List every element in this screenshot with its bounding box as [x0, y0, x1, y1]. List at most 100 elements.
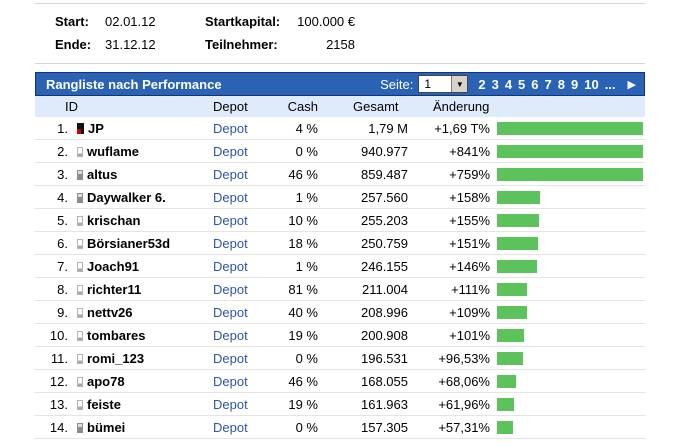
depot-link[interactable]: Depot: [213, 327, 248, 343]
aenderung-cell: +1,69 T%: [408, 117, 495, 140]
pager-page-link[interactable]: 10: [584, 76, 599, 92]
performance-bar: [497, 236, 538, 250]
pager-page-link[interactable]: 9: [570, 76, 579, 92]
ende-label: Ende:: [55, 37, 92, 52]
aenderung-cell: +155%: [408, 208, 495, 232]
aenderung-cell: +101%: [408, 323, 495, 347]
depot-link[interactable]: Depot: [213, 235, 248, 251]
pager-page-link[interactable]: 2: [478, 76, 486, 92]
depot-link[interactable]: Depot: [213, 396, 248, 412]
table-row: 13. feiste Depot 19 % 161.963 +61,96%: [35, 392, 645, 416]
next-page-arrow-icon[interactable]: ▶: [627, 78, 636, 91]
depot-link[interactable]: Depot: [213, 258, 248, 274]
user-id: apo78: [87, 373, 125, 389]
user-id: Börsianer53d: [87, 235, 171, 251]
info-row-start: Start: 02.01.12 Startkapital: 100.000 €: [35, 10, 645, 33]
user-id: feiste: [87, 396, 121, 412]
user-status-icon: [77, 192, 83, 203]
cash-cell: 46 %: [283, 162, 318, 186]
depot-link[interactable]: Depot: [213, 166, 248, 182]
depot-link[interactable]: Depot: [213, 304, 248, 320]
column-header-aenderung: Änderung: [408, 96, 495, 117]
cash-cell: 1 %: [283, 254, 318, 278]
rank-cell: 14.: [35, 415, 68, 439]
depot-link[interactable]: Depot: [213, 120, 248, 136]
depot-link[interactable]: Depot: [213, 373, 248, 389]
user-id: krischan: [87, 212, 141, 228]
column-header-bar: [495, 96, 645, 117]
gesamt-cell: 940.977: [318, 139, 408, 163]
rank-cell: 4.: [35, 185, 68, 209]
ranking-table-body: 1. JP Depot 4 % 1,79 M +1,69 T% 2. wufla…: [35, 117, 645, 439]
user-status-icon: [77, 399, 83, 410]
chevron-down-icon[interactable]: ▼: [451, 76, 468, 92]
performance-bar: [497, 259, 537, 273]
pager-page-link[interactable]: 3: [491, 76, 499, 92]
pager-page-link[interactable]: 7: [544, 76, 552, 92]
user-id: Daywalker 6.: [87, 189, 166, 205]
depot-link[interactable]: Depot: [213, 281, 248, 297]
user-status-icon: [77, 146, 83, 157]
depot-link[interactable]: Depot: [213, 212, 248, 228]
performance-bar: [497, 420, 513, 434]
cash-cell: 19 %: [283, 323, 318, 347]
pager-page-link[interactable]: 8: [557, 76, 565, 92]
column-header-gesamt: Gesamt: [318, 96, 408, 117]
pager-page-link[interactable]: 5: [518, 76, 526, 92]
performance-bar: [497, 397, 514, 411]
startkapital-label: Startkapital:: [205, 14, 281, 29]
performance-bar: [497, 305, 527, 319]
cash-cell: 81 %: [283, 277, 318, 301]
info-row-ende: Ende: 31.12.12 Teilnehmer: 2158: [35, 33, 645, 56]
aenderung-cell: +146%: [408, 254, 495, 278]
aenderung-cell: +151%: [408, 231, 495, 255]
depot-link[interactable]: Depot: [213, 143, 248, 159]
table-row: 11. romi_123 Depot 0 % 196.531 +96,53%: [35, 346, 645, 370]
rank-cell: 13.: [35, 392, 68, 416]
cash-cell: 0 %: [283, 346, 318, 370]
aenderung-cell: +759%: [408, 162, 495, 186]
rank-cell: 11.: [35, 346, 68, 370]
cash-cell: 10 %: [283, 208, 318, 232]
user-status-icon: [77, 376, 83, 387]
gesamt-cell: 257.560: [318, 185, 408, 209]
user-status-icon: [77, 284, 83, 295]
rank-cell: 5.: [35, 208, 68, 232]
rank-cell: 10.: [35, 323, 68, 347]
aenderung-cell: +841%: [408, 139, 495, 163]
cash-cell: 18 %: [283, 231, 318, 255]
gesamt-cell: 200.908: [318, 323, 408, 347]
page-select[interactable]: 1 ▼: [418, 75, 469, 93]
table-row: 8. richter11 Depot 81 % 211.004 +111%: [35, 277, 645, 301]
gesamt-cell: 161.963: [318, 392, 408, 416]
depot-link[interactable]: Depot: [213, 419, 248, 435]
pager-page-link[interactable]: 4: [504, 76, 513, 92]
gesamt-cell: 246.155: [318, 254, 408, 278]
table-row: 7. Joach91 Depot 1 % 246.155 +146%: [35, 254, 645, 278]
pager-label: Seite:: [380, 76, 414, 92]
user-status-icon: [77, 422, 83, 433]
performance-bar: [497, 190, 540, 204]
user-status-icon: [77, 330, 83, 341]
ranking-title: Rangliste nach Performance: [46, 76, 222, 92]
depot-link[interactable]: Depot: [213, 189, 248, 205]
depot-link[interactable]: Depot: [213, 350, 248, 366]
column-header-cash: Cash: [283, 96, 318, 117]
user-status-icon: [77, 169, 83, 180]
table-row: 5. krischan Depot 10 % 255.203 +155%: [35, 208, 645, 232]
ranking-table-header-row: ID Depot Cash Gesamt Änderung: [35, 96, 645, 117]
user-id: tombares: [87, 327, 146, 343]
pager-page-link[interactable]: 6: [531, 76, 539, 92]
cash-cell: 0 %: [283, 139, 318, 163]
table-row: 6. Börsianer53d Depot 18 % 250.759 +151%: [35, 231, 645, 255]
column-header-depot: Depot: [213, 96, 283, 117]
gesamt-cell: 208.996: [318, 300, 408, 324]
table-row: 12. apo78 Depot 46 % 168.055 +68,06%: [35, 369, 645, 393]
startkapital-value: 100.000 €: [297, 14, 355, 29]
aenderung-cell: +109%: [408, 300, 495, 324]
pager-page-link[interactable]: ...: [604, 76, 616, 92]
gesamt-cell: 255.203: [318, 208, 408, 232]
user-id: bümei: [87, 419, 126, 435]
performance-bar: [497, 144, 643, 158]
